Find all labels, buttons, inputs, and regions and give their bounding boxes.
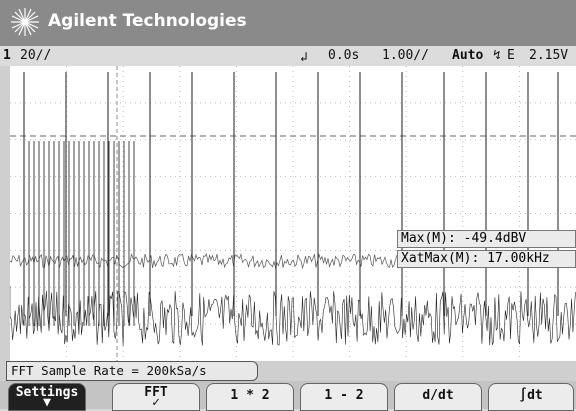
waveform-area[interactable] (10, 66, 576, 361)
time-offset: 0.0s (328, 48, 360, 63)
brand-name: Agilent Technologies (48, 11, 247, 31)
subtract-softkey[interactable]: 1 - 2 (300, 383, 388, 411)
subtract-label: 1 - 2 (324, 388, 364, 403)
time-reference-icon: ↲ (300, 50, 308, 65)
trigger-edge-icon: ↯ (493, 48, 501, 63)
multiply-softkey[interactable]: 1 * 2 (206, 383, 294, 411)
derivative-label: d/dt (422, 388, 454, 403)
xatmax-measurement: XatMax(M): 17.00kHz (397, 250, 576, 268)
fft-softkey[interactable]: FFT ✓ (112, 383, 200, 411)
max-label: Max(M): (401, 231, 456, 246)
xatmax-label: XatMax(M): (401, 251, 480, 266)
settings-softkey[interactable]: Settings ▼ (8, 383, 86, 411)
message-bar: FFT Sample Rate = 200kSa/s (6, 361, 258, 381)
agilent-spark-logo (11, 8, 39, 36)
softkey-bar: Settings ▼ FFT ✓ 1 * 2 1 - 2 d/dt ∫dt (0, 381, 576, 411)
integrate-label: ∫dt (519, 388, 543, 403)
checkmark-icon: ✓ (152, 395, 160, 410)
xatmax-value: 17.00kHz (487, 251, 550, 266)
max-measurement: Max(M): -49.4dBV (397, 230, 576, 248)
trigger-level: 2.15V (529, 48, 569, 63)
vertical-scale: 20∕/ (20, 48, 52, 63)
message-text: FFT Sample Rate = 200kSa/s (11, 363, 207, 378)
channel-number: 1 (3, 48, 11, 63)
max-value: -49.4dBV (463, 231, 527, 246)
multiply-label: 1 * 2 (230, 388, 270, 403)
fft-label: FFT (144, 385, 168, 400)
waveform-trace-lower (10, 286, 576, 346)
title-bar: Agilent Technologies (0, 0, 576, 46)
derivative-softkey[interactable]: d/dt (394, 383, 482, 411)
arrow-down-icon: ▼ (43, 395, 51, 410)
trigger-mode: Auto (452, 48, 484, 63)
measurement-readout: Max(M): -49.4dBV XatMax(M): 17.00kHz (397, 230, 576, 268)
status-line: 1 20∕/ ↲ 0.0s 1.00∕/ Auto ↯ E 2.15V (0, 46, 576, 66)
trigger-source: E (507, 48, 515, 63)
settings-label: Settings (15, 385, 79, 400)
integrate-softkey[interactable]: ∫dt (488, 383, 574, 411)
waveform-graticule (10, 66, 576, 361)
timebase: 1.00∕/ (382, 48, 429, 63)
